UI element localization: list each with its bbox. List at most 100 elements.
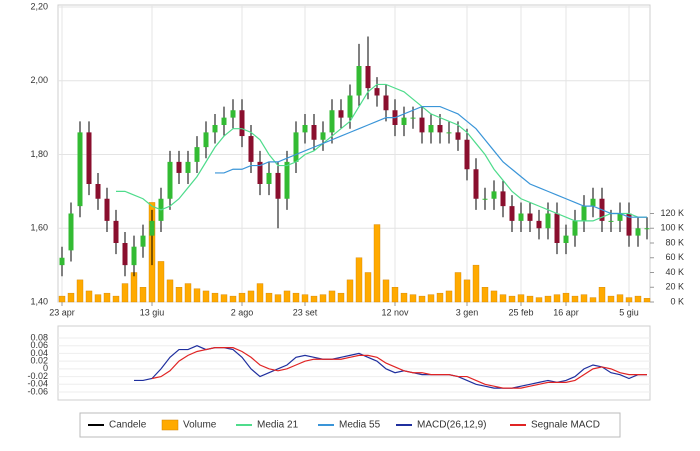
volume-bar	[499, 294, 507, 303]
volume-bar	[175, 287, 183, 303]
candle-body	[104, 198, 110, 221]
candle-body	[338, 110, 344, 118]
candle-body	[311, 125, 317, 140]
line-series	[116, 83, 647, 222]
y2-tick-label: 120 K	[660, 208, 684, 218]
volume-bar	[562, 292, 570, 303]
candle-body	[581, 206, 587, 221]
candle-body	[482, 198, 488, 200]
x-tick-label: 3 gen	[456, 307, 479, 317]
volume-bar	[121, 283, 129, 303]
candle-body	[437, 125, 443, 133]
volume-bar	[274, 294, 282, 303]
candle-body	[284, 161, 290, 199]
volume-bar	[211, 292, 219, 303]
candle-body	[554, 213, 560, 243]
y-tick-label: 0.02	[30, 356, 48, 366]
volume-bar	[301, 294, 309, 303]
y-tick-label: 1,60	[30, 223, 48, 233]
volume-bar	[202, 290, 210, 303]
y-tick-label: 0	[43, 363, 48, 373]
volume-bar	[418, 295, 426, 303]
candle-body	[149, 220, 155, 236]
volume-bar	[373, 224, 381, 303]
volume-bar	[328, 290, 336, 303]
candle-body	[626, 213, 632, 236]
volume-bar	[319, 294, 327, 303]
candle-body	[617, 213, 623, 221]
y2-tick-label: 40 K	[665, 267, 684, 277]
candle-body	[266, 172, 272, 184]
line-series	[151, 347, 647, 389]
volume-bar	[112, 295, 120, 303]
candle-body	[230, 110, 236, 118]
candle-body	[221, 117, 227, 125]
volume-bar	[427, 294, 435, 303]
volume-bar	[472, 264, 480, 303]
y2-tick-label: 80 K	[665, 237, 684, 247]
candle-body	[545, 213, 551, 229]
candle-body	[59, 257, 65, 266]
candle-body	[176, 161, 182, 173]
candle-body	[293, 132, 299, 162]
volume-bar	[346, 279, 354, 303]
candle-body	[473, 169, 479, 199]
candle-body	[608, 220, 614, 222]
candle-body	[185, 161, 191, 173]
candle-body	[113, 220, 119, 243]
volume-bar	[85, 290, 93, 303]
volume-bar	[76, 279, 84, 303]
candle-body	[203, 132, 209, 148]
legend-label: MACD(26,12,9)	[417, 420, 486, 431]
volume-bar	[166, 279, 174, 303]
volume-bar	[139, 287, 147, 303]
candle-body	[347, 95, 353, 118]
candle-body	[635, 228, 641, 236]
y-tick-label: 0.06	[30, 340, 48, 350]
candle-body	[500, 191, 506, 207]
volume-bar	[445, 290, 453, 303]
volume-bar	[643, 298, 651, 303]
legend: Candele Volume Media 21 Media 55 MACD(26,12,…	[79, 412, 621, 438]
volume-bar	[220, 294, 228, 303]
candle-body	[212, 125, 218, 133]
volume-bar	[481, 287, 489, 303]
y2-tick-label: 100 K	[660, 223, 684, 233]
candle-body	[356, 66, 362, 96]
y-tick-label: 1,80	[30, 149, 48, 159]
x-tick-label: 13 giu	[140, 307, 165, 317]
volume-bar	[391, 287, 399, 303]
legend-label: Media 21	[257, 420, 299, 431]
volume-bar	[490, 290, 498, 303]
volume-bar	[571, 295, 579, 303]
volume-bar	[310, 295, 318, 303]
candle-body	[446, 132, 452, 134]
candle-body	[644, 228, 650, 230]
volume-bar	[535, 297, 543, 303]
candle-body	[95, 184, 101, 199]
candle-body	[401, 117, 407, 125]
candle-body	[257, 161, 263, 184]
volume-bar	[382, 279, 390, 303]
candle-body	[167, 161, 173, 199]
volume-bar	[409, 294, 417, 303]
volume-bar	[103, 292, 111, 303]
volume-bar	[265, 292, 273, 303]
volume-bar	[247, 290, 255, 303]
legend-swatch	[161, 419, 179, 431]
volume-bar	[238, 292, 246, 303]
volume-bar	[589, 297, 597, 303]
volume-bar	[58, 295, 66, 303]
volume-bar	[508, 295, 516, 303]
volume-bar	[634, 295, 642, 303]
candle-body	[491, 191, 497, 199]
x-tick-label: 2 ago	[231, 307, 254, 317]
volume-bar	[292, 292, 300, 303]
candle-body	[455, 132, 461, 140]
volume-bar	[94, 294, 102, 303]
volume-bar	[364, 272, 372, 303]
legend-label: Candele	[109, 420, 147, 431]
line-series	[215, 105, 647, 218]
volume-bar	[130, 272, 138, 303]
